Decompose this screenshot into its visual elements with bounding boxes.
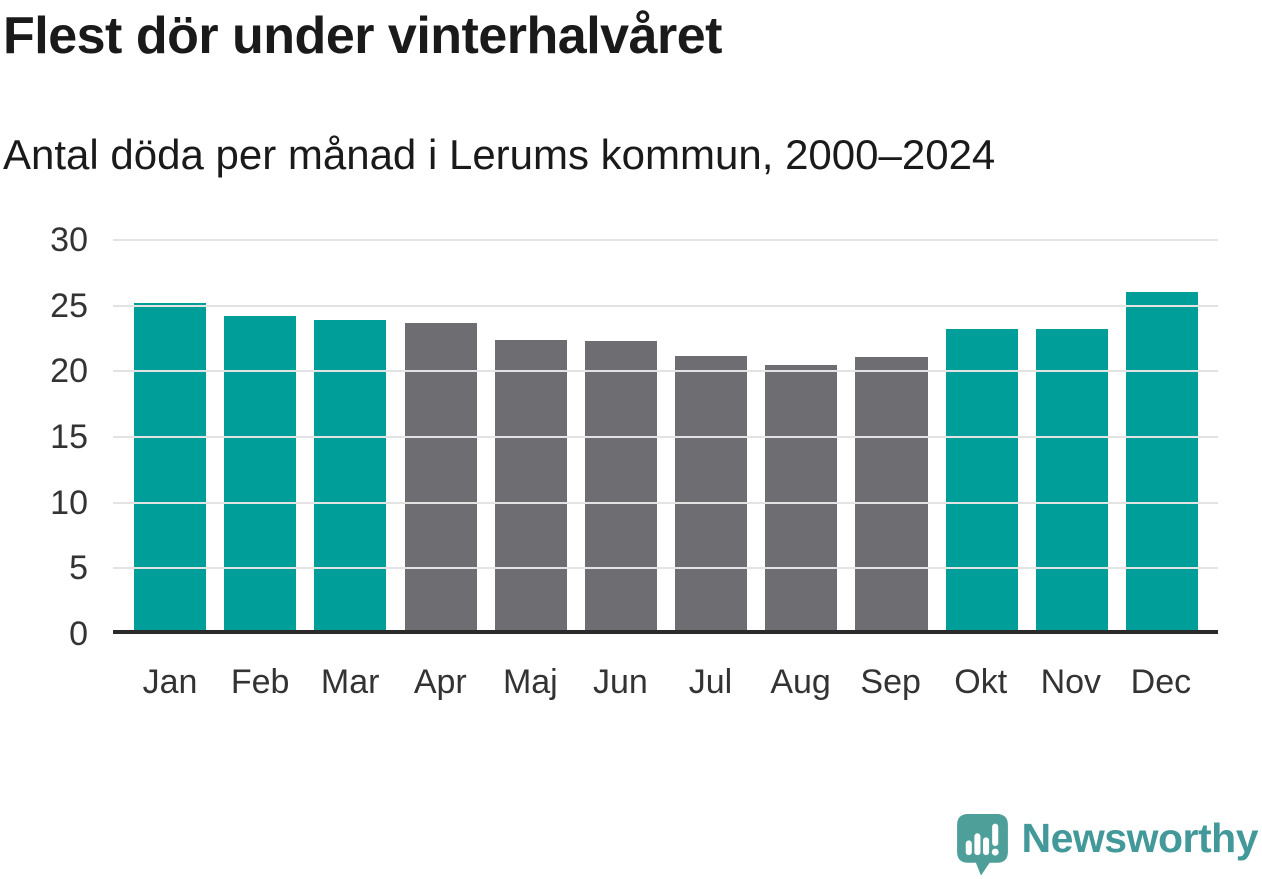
bar-slot [215, 240, 305, 630]
gridline-25 [113, 304, 1218, 307]
gridline-10 [113, 501, 1218, 504]
bar-slot [396, 240, 486, 630]
bar-aug [765, 364, 838, 630]
y-tick-label-15: 15 [50, 418, 88, 456]
bar-slot [1027, 240, 1117, 630]
bar-maj [494, 339, 567, 630]
x-tick-label-jan: Jan [142, 663, 198, 701]
gridline-30 [113, 239, 1218, 241]
x-tick-label-dec: Dec [1130, 663, 1192, 701]
y-tick-label-25: 25 [50, 286, 88, 325]
newsworthy-logo-icon [956, 814, 1008, 876]
bar-slot [1117, 240, 1207, 630]
bar-jul [675, 355, 748, 630]
bar-slot [756, 240, 846, 630]
bar-apr [404, 322, 477, 630]
y-tick-label-20: 20 [50, 352, 88, 391]
chart-title: Flest dör under vinterhalvåret [3, 7, 722, 65]
bar-slot [576, 240, 666, 630]
bar-jun [584, 341, 657, 630]
bar-slot [937, 240, 1027, 630]
x-tick-label-maj: Maj [502, 663, 558, 701]
chart-subtitle: Antal döda per månad i Lerums kommun, 20… [3, 131, 996, 178]
gridline-20 [113, 370, 1218, 373]
bar-slot [486, 240, 576, 630]
x-tick-label-jun: Jun [593, 663, 648, 701]
bar-mar [314, 320, 387, 630]
x-tick-label-nov: Nov [1040, 663, 1102, 701]
bar-series [125, 240, 1207, 630]
bar-jan [134, 302, 207, 630]
gridline-15 [113, 436, 1218, 438]
x-tick-label-sep: Sep [860, 663, 921, 701]
plot-area [113, 239, 1218, 634]
y-tick-label-5: 5 [69, 549, 88, 588]
newsworthy-logo-text: Newsworthy [1021, 814, 1259, 861]
bar-slot [666, 240, 756, 630]
bar-sep [855, 356, 928, 630]
x-tick-label-jul: Jul [688, 663, 733, 701]
y-tick-label-0: 0 [69, 615, 88, 653]
gridline-5 [113, 567, 1218, 570]
x-axis-labels: Jan Feb Mar Apr Maj Jun Jul Aug Sep Okt Nov Dec [125, 655, 1206, 702]
x-tick-label-okt: Okt [954, 663, 1008, 701]
newsworthy-logo: Newsworthy [956, 814, 1259, 876]
x-tick-label-aug: Aug [770, 663, 831, 701]
y-tick-label-30: 30 [50, 221, 88, 259]
x-tick-label-apr: Apr [413, 663, 467, 701]
bar-okt [945, 329, 1018, 630]
bar-nov [1035, 329, 1108, 630]
x-tick-label-mar: Mar [320, 663, 380, 701]
y-tick-label-10: 10 [50, 483, 88, 522]
bar-feb [224, 316, 297, 630]
bar-slot [305, 240, 395, 630]
bar-slot [846, 240, 936, 630]
y-axis-labels: 0 5 10 15 20 25 30 [0, 221, 88, 653]
bar-dec [1125, 292, 1199, 630]
x-tick-label-feb: Feb [230, 663, 290, 701]
bar-slot [125, 240, 215, 630]
